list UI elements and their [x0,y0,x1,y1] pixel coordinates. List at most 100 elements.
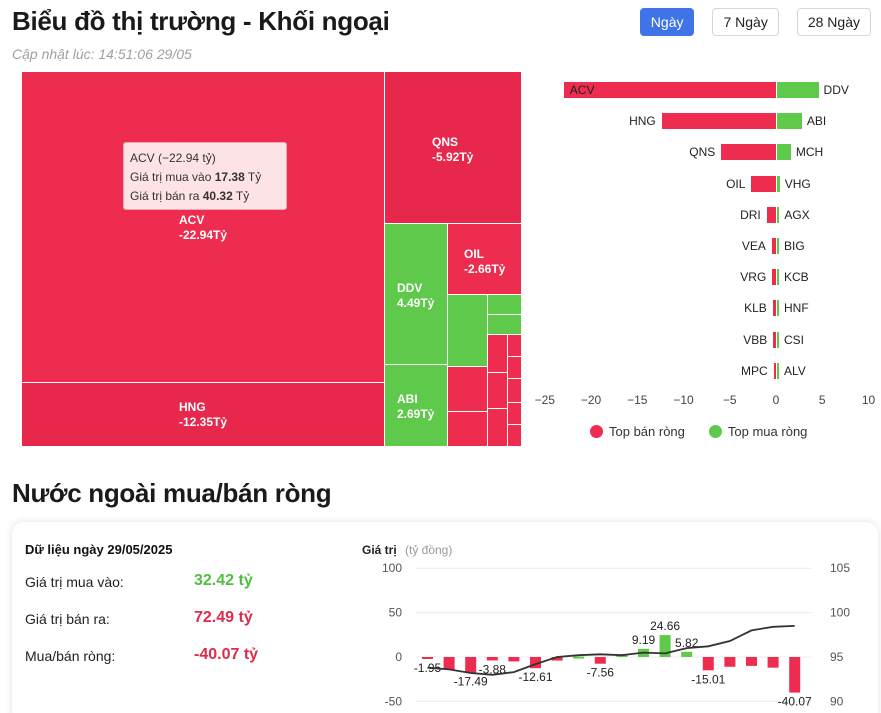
period-day-button[interactable]: Ngày [639,8,695,36]
treemap-tile-small[interactable] [508,335,522,357]
bar-row[interactable]: DRI AGX [530,206,870,223]
x-tick-label: −5 [722,393,737,407]
period-28-day-button[interactable]: 28 Ngày [796,8,871,36]
sell-symbol: MPC [741,363,768,378]
sell-bar [563,82,776,98]
buy-bar [777,144,791,161]
bar-data-label: -7.56 [587,666,615,680]
bar-row[interactable]: KLB HNF [530,300,870,317]
y-tick-left: 0 [395,650,402,664]
x-tick-label: −10 [673,393,694,407]
treemap-tile-small[interactable] [448,367,488,412]
bar-data-label: -12.61 [518,670,552,684]
legend-sell-dot-icon [590,425,603,438]
y-axis-unit: (tỷ đồng) [405,543,452,557]
sell-bar [771,238,776,254]
sell-bar [772,300,776,317]
y-tick-right: 100 [830,606,850,620]
treemap-tile-small[interactable] [448,412,488,447]
treemap-tile-ddv[interactable]: DDV 4.49Tỷ [385,224,448,365]
legend-sell[interactable]: Top bán ròng [590,424,685,439]
sell-symbol: DRI [740,207,761,222]
net-label: Mua/bán ròng: [25,648,116,664]
y-tick-right: 90 [830,694,844,708]
buy-bar [777,331,779,348]
y-axis-title: Giá trị [362,543,397,557]
bar-row[interactable]: HNG ABI [530,113,870,130]
tile-value: -12.35Tỷ [179,415,228,429]
treemap-tile-small[interactable] [488,335,508,373]
buy-bar [777,206,780,223]
buy-symbol: VHG [784,176,811,191]
bar-row[interactable]: QNS MCH [530,144,870,161]
bar-row[interactable]: OIL VHG [530,175,870,192]
sell-label: Giá trị bán ra: [25,611,110,627]
treemap-tile-small[interactable] [488,373,508,409]
sell-symbol: KLB [744,301,767,316]
treemap-tile-qns[interactable]: QNS -5.92Tỷ [385,72,522,224]
page-title: Biểu đồ thị trường - Khối ngoại [12,6,390,36]
x-tick-label: 0 [772,393,780,407]
sell-bar [773,331,776,348]
net-bar [530,657,541,669]
net-bar [422,657,433,659]
treemap-tile-acv[interactable]: ACV -22.94Tỷ [22,72,385,383]
net-bar [443,657,455,670]
net-bar [486,657,498,661]
treemap: ACV -22.94Tỷ HNG -12.35Tỷ QNS -5.92Tỷ DD… [22,72,522,447]
treemap-tile-abi[interactable]: ABI 2.69Tỷ [385,365,448,447]
legend-buy-dot-icon [708,425,722,438]
buy-symbol: ALV [784,363,806,378]
legend-buy[interactable]: Top mua ròng [708,424,807,439]
treemap-tile-small[interactable] [508,403,522,425]
tooltip-title: ACV (−22.94 tỷ) [130,151,216,165]
net-bar [724,657,736,667]
bar-row[interactable]: ACV DDV [530,82,870,98]
x-tick-label: 10 [861,393,876,407]
period-7-day-button[interactable]: 7 Ngày [712,8,779,36]
buy-symbol: AGX [784,207,810,222]
sell-bar [751,175,776,192]
buy-symbol: ABI [806,114,827,129]
treemap-tile-small[interactable] [508,379,522,403]
updated-timestamp: Cập nhật lúc: 14:51:06 29/05 [12,46,192,62]
index-line [427,625,795,676]
y-tick-right: 95 [830,650,844,664]
y-tick-right: 105 [830,561,850,575]
treemap-tile-small[interactable] [448,295,488,367]
treemap-tile-oil[interactable]: OIL -2.66Tỷ [448,224,522,295]
net-bar [746,657,757,666]
treemap-tile-small[interactable] [488,409,508,447]
buy-bar [777,300,779,317]
buy-symbol: MCH [795,145,824,160]
bar-row[interactable]: MPC ALV [530,362,870,379]
buy-symbol: DDV [823,83,849,97]
bar-data-label: -17.49 [454,675,488,689]
y-tick-left: -50 [385,694,403,708]
net-bar [789,657,801,693]
bar-row[interactable]: VEA BIG [530,238,870,254]
bar-data-label: -15.01 [691,672,725,686]
treemap-tile-small[interactable] [508,357,522,379]
buy-bar [777,238,779,254]
bar-data-label: -3.88 [479,662,507,676]
buy-bar [777,82,819,98]
sell-symbol: OIL [726,176,746,191]
section-title: Nước ngoài mua/bán ròng [12,478,332,508]
net-bar [702,657,714,671]
treemap-tile-small[interactable] [508,425,522,447]
treemap-tile-small[interactable] [488,295,522,315]
tile-value: -2.66Tỷ [464,262,506,276]
buy-value: 32.42 tỷ [194,572,253,589]
treemap-tile-hng[interactable]: HNG -12.35Tỷ [22,383,385,447]
bar-x-axis: −25 −20 −15 −10 −5 0 5 10 [530,393,876,411]
bar-data-label: 9.19 [632,633,656,647]
treemap-tile-small[interactable] [488,315,522,335]
tile-value: -5.92Tỷ [432,150,474,164]
tile-symbol: QNS [432,135,459,149]
bar-row[interactable]: VRG KCB [530,269,870,286]
bar-row[interactable]: VBB CSI [530,331,870,348]
tile-value: 2.69Tỷ [397,407,435,421]
buy-symbol: CSI [784,332,805,347]
